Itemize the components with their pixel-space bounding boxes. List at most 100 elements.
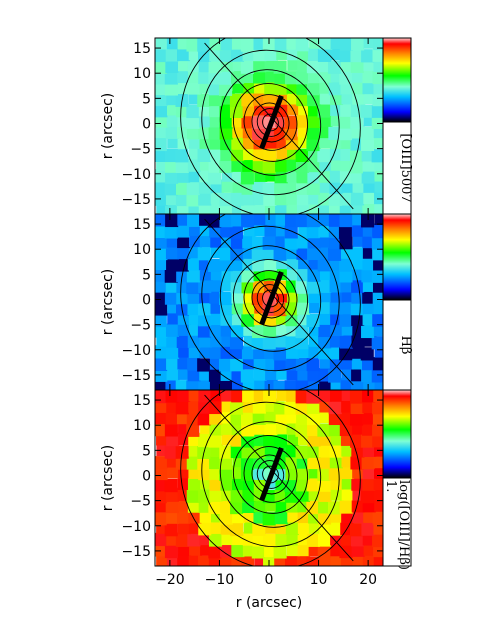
ratio-xtick-label: −10 [205,572,235,588]
hbeta-spaxel [275,334,289,348]
oiii-spaxel [219,104,233,118]
oiii-spaxel [240,171,254,185]
ratio-spaxel [330,487,344,501]
oiii-axis-line [204,42,354,210]
ratio-spaxel [328,522,342,536]
hbeta-spaxel [187,257,201,271]
ratio-spaxel [274,510,288,525]
ratio-spaxel [220,544,234,558]
ratio-contour [201,401,340,548]
oiii-spaxel [221,179,235,193]
ratio-spaxel [230,522,244,537]
hbeta-spaxel [295,380,309,390]
hbeta-spaxel [361,368,375,383]
ratio-spaxel [175,401,189,415]
hbeta-spaxel [155,368,168,382]
hbeta-spaxel [372,357,383,371]
hbeta-spaxel [251,247,265,261]
hbeta-spaxel [230,235,244,249]
hbeta-spaxel [339,236,353,250]
ratio-spaxel [318,554,332,566]
ratio-spaxel [318,444,332,458]
ratio-spaxel [341,390,355,401]
hbeta-spaxel [351,279,365,293]
oiii-spaxel [188,168,202,183]
hbeta-spaxel [253,214,268,226]
oiii-spaxel [339,38,354,51]
ratio-spaxel [373,488,383,502]
ratio-spaxel [208,533,223,547]
oiii-spaxel [373,124,383,139]
hbeta-spaxel [187,214,201,227]
oiii-spaxel [296,170,310,184]
ratio-spaxel [241,412,255,426]
hbeta-spaxel [329,279,343,293]
hbeta-spaxel [220,301,234,316]
hbeta-spaxel [285,312,299,327]
hbeta-spaxel [352,214,366,226]
hbeta-spaxel [306,280,320,294]
oiii-spaxel [330,102,344,116]
hbeta-spaxel [176,290,190,305]
hbeta-spaxel [327,247,342,261]
oiii-spaxel [197,148,211,162]
oiii-contour [243,94,298,151]
ratio-spaxel [175,456,189,470]
oiii-spaxel [351,38,365,51]
oiii-ylabel: r (arcsec) [100,93,116,159]
hbeta-spaxel [165,246,180,260]
ratio-spaxel [221,390,235,402]
oiii-spaxel [198,59,212,73]
hbeta-yticks: 15 10 5 0 −5 −10 −15 [121,214,383,390]
hbeta-spaxel [231,323,245,338]
hbeta-spaxel [372,313,383,327]
hbeta-axis-line [204,218,354,386]
hbeta-spaxel [155,313,167,328]
ratio-spaxel [177,554,191,566]
hbeta-contour [201,225,340,372]
ratio-spaxel [253,455,267,469]
hbeta-spaxel [361,214,375,228]
hbeta-spaxel [372,279,383,293]
ratio-spaxel [286,390,300,402]
ratio-spaxel [361,522,375,536]
ratio-spaxel [360,490,374,504]
ratio-spaxel [242,390,256,403]
oiii-spaxel [262,182,276,196]
ratio-spaxel [306,411,321,426]
oiii-spaxel [177,80,191,95]
oiii-spaxel [177,38,191,50]
hbeta-spaxel [374,377,383,390]
oiii-spaxel [350,203,364,214]
oiii-ytick-label: −5 [130,142,151,158]
ratio-contours [180,390,361,566]
hbeta-spaxel [339,313,353,327]
ratio-spaxel [362,411,376,425]
oiii-spaxel [155,38,169,50]
oiii-spaxel [361,137,375,152]
ratio-xticks: −20 −10 0 10 20 [155,572,377,588]
oiii-spaxel [231,38,246,50]
ratio-spaxel [286,532,300,546]
oiii-spaxel [274,38,288,51]
ratio-map [155,390,383,566]
oiii-spaxel [208,171,222,185]
hbeta-spaxel [306,357,320,372]
oiii-spaxel [198,125,212,139]
hbeta-spaxel [155,357,168,372]
oiii-spaxel [242,192,256,206]
oiii-spaxel [263,192,277,206]
oiii-contour [201,49,340,196]
oiii-spaxel [362,80,376,95]
oiii-spaxel [274,169,288,184]
ratio-spaxel [317,511,332,525]
oiii-spaxel [208,126,222,140]
ratio-spaxel [373,454,383,469]
hbeta-spaxel [307,235,321,249]
oiii-spaxel [350,59,364,73]
oiii-spaxel [350,103,365,117]
hbeta-spaxel [328,224,342,239]
hbeta-spaxel [155,235,168,249]
ratio-spaxel [231,543,245,558]
